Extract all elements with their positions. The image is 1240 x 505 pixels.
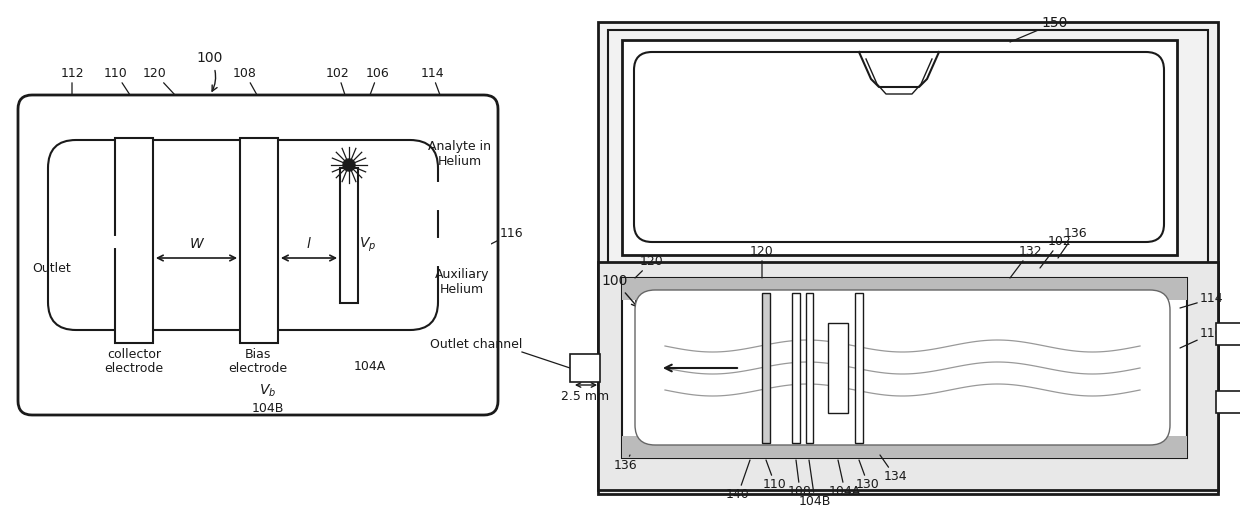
Bar	[622, 278, 1187, 458]
Text: Analyte in: Analyte in	[429, 140, 491, 153]
Text: 104A: 104A	[828, 460, 861, 498]
FancyBboxPatch shape	[48, 140, 438, 330]
FancyBboxPatch shape	[635, 290, 1171, 445]
Text: 112: 112	[61, 67, 84, 95]
FancyBboxPatch shape	[19, 95, 498, 415]
Bar	[622, 40, 1177, 255]
Text: 104B: 104B	[799, 460, 831, 505]
Bar	[1216, 323, 1240, 345]
Bar	[806, 293, 813, 443]
Text: 120: 120	[750, 245, 774, 278]
Text: 116: 116	[1180, 327, 1224, 348]
Bar	[1216, 391, 1240, 413]
Text: 102: 102	[1040, 235, 1071, 268]
Text: 114: 114	[1180, 292, 1224, 308]
Text: collector: collector	[107, 348, 161, 361]
Text: 110: 110	[763, 460, 787, 491]
FancyArrow shape	[374, 178, 490, 214]
Text: 116: 116	[475, 227, 523, 252]
Bar	[622, 278, 1187, 300]
Text: 140: 140	[727, 460, 750, 501]
FancyArrow shape	[391, 234, 490, 270]
Text: Auxiliary: Auxiliary	[435, 268, 490, 281]
Text: electrode: electrode	[104, 362, 164, 375]
Bar	[241, 138, 278, 343]
Bar	[115, 138, 153, 343]
FancyBboxPatch shape	[634, 52, 1164, 242]
Text: 104A: 104A	[353, 360, 386, 373]
Text: 150: 150	[1011, 16, 1068, 42]
Text: 104B: 104B	[252, 402, 284, 415]
Text: Outlet channel: Outlet channel	[429, 338, 522, 351]
Bar	[608, 30, 1208, 485]
Text: 102: 102	[326, 67, 350, 95]
Text: $l$: $l$	[306, 236, 312, 251]
Bar	[340, 168, 358, 303]
Text: Bias: Bias	[244, 348, 272, 361]
Text: Outlet: Outlet	[32, 262, 72, 275]
Text: 136: 136	[614, 455, 637, 472]
Bar	[792, 293, 800, 443]
Text: 106: 106	[366, 67, 389, 95]
Text: 120: 120	[635, 255, 663, 278]
Text: electrode: electrode	[228, 362, 288, 375]
Text: 100: 100	[601, 274, 637, 307]
Text: 2.5 mm: 2.5 mm	[560, 390, 609, 403]
Bar	[622, 436, 1187, 458]
Text: $V_p$: $V_p$	[360, 236, 377, 255]
Text: 134: 134	[880, 455, 906, 483]
Text: 130: 130	[856, 460, 880, 491]
Bar	[763, 293, 770, 443]
Bar	[598, 22, 1218, 494]
Text: Helium: Helium	[438, 155, 482, 168]
Bar	[856, 293, 863, 443]
Text: 114: 114	[420, 67, 444, 95]
Text: 100: 100	[197, 51, 223, 91]
FancyArrow shape	[50, 235, 118, 249]
Text: 108: 108	[789, 460, 812, 498]
Text: W: W	[190, 237, 203, 251]
Bar	[598, 262, 1218, 490]
Text: 136: 136	[1058, 227, 1086, 258]
Text: Helium: Helium	[440, 283, 484, 296]
Bar	[570, 354, 600, 382]
Text: 132: 132	[1011, 245, 1042, 278]
Bar	[828, 323, 848, 413]
Circle shape	[343, 159, 355, 171]
Text: 120: 120	[143, 67, 175, 95]
Text: 110: 110	[104, 67, 130, 95]
Text: $V_b$: $V_b$	[259, 383, 277, 399]
Text: 108: 108	[233, 67, 257, 95]
